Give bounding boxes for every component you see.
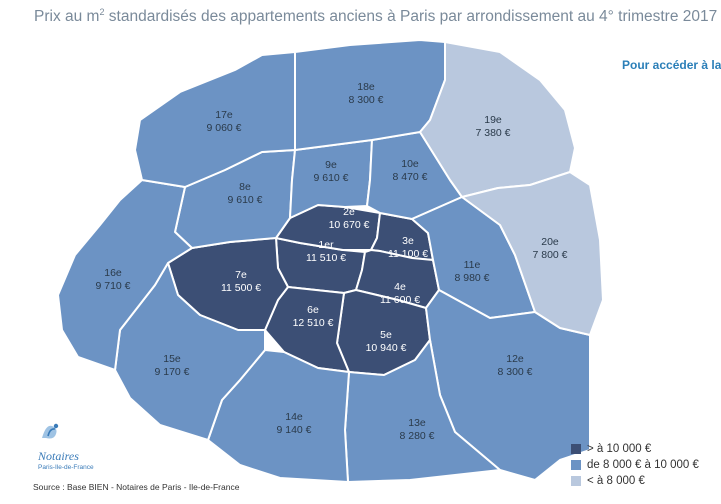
legend-swatch-dark <box>571 444 581 454</box>
arrondissement-20e <box>461 171 604 336</box>
logo-brand: Notaires <box>38 449 79 463</box>
legend: > à 10 000 € de 8 000 € à 10 000 € < à 8… <box>571 441 699 489</box>
title-superscript: 2 <box>99 7 105 17</box>
arrondissement-17e <box>134 51 296 188</box>
arrondissement-price-label: 10 940 € <box>366 342 407 354</box>
arrondissement-price-label: 8 300 € <box>497 366 532 378</box>
arrondissement-price-label: 12 510 € <box>293 317 334 329</box>
page-title: Prix au m2 standardisés des appartements… <box>34 7 717 26</box>
arrondissement-price-label: 10 670 € <box>329 219 370 231</box>
arrondissement-code-label: 15e <box>163 353 181 365</box>
arrondissement-code-label: 19e <box>484 114 502 126</box>
legend-swatch-medium <box>571 460 581 470</box>
source-note: Source : Base BIEN - Notaires de Paris -… <box>33 482 240 492</box>
arrondissement-price-label: 11 100 € <box>388 248 428 260</box>
legend-swatch-light <box>571 476 581 486</box>
arrondissement-price-label: 8 470 € <box>392 171 427 183</box>
legend-label: > à 10 000 € <box>587 443 652 455</box>
legend-label: de 8 000 € à 10 000 € <box>587 459 699 471</box>
arrondissement-16e <box>57 179 193 371</box>
arrondissement-price-label: 11 500 € <box>221 282 261 294</box>
arrondissement-price-label: 9 710 € <box>95 280 130 292</box>
arrondissement-code-label: 4e <box>394 281 406 293</box>
arrondissement-price-label: 8 300 € <box>348 94 383 106</box>
arrondissement-code-label: 2e <box>343 206 355 218</box>
arrondissement-code-label: 8e <box>239 181 251 193</box>
arrondissement-price-label: 7 800 € <box>532 249 567 261</box>
notaires-logo: Notaires Paris-Ile-de-France <box>38 420 98 471</box>
arrondissement-code-label: 11e <box>464 259 481 271</box>
arrondissement-code-label: 1er <box>318 239 334 251</box>
title-text: Prix au m <box>34 8 100 26</box>
access-link[interactable]: Pour accéder à la <box>622 58 721 72</box>
arrondissement-code-label: 20e <box>541 236 559 248</box>
arrondissement-code-label: 14e <box>285 411 303 423</box>
arrondissement-price-label: 9 060 € <box>206 122 241 134</box>
arrondissement-code-label: 16e <box>104 267 122 279</box>
arrondissement-code-label: 10e <box>401 158 419 170</box>
arrondissement-code-label: 7e <box>235 269 247 281</box>
arrondissement-price-label: 11 600 € <box>380 294 420 306</box>
arrondissement-code-label: 18e <box>357 81 375 93</box>
arrondissement-code-label: 17e <box>215 109 233 121</box>
arrondissement-price-label: 9 170 € <box>154 366 189 378</box>
arrondissement-price-label: 7 380 € <box>475 127 510 139</box>
notaires-logo-icon <box>42 423 59 439</box>
arrondissement-price-label: 8 980 € <box>454 272 489 284</box>
arrondissement-price-label: 8 280 € <box>399 430 434 442</box>
logo-subtitle: Paris-Ile-de-France <box>38 464 94 471</box>
arrondissement-price-label: 9 610 € <box>313 172 348 184</box>
legend-item: < à 8 000 € <box>571 473 699 489</box>
arrondissement-price-label: 9 140 € <box>276 424 311 436</box>
arrondissement-price-label: 9 610 € <box>227 194 262 206</box>
arrondissement-code-label: 3e <box>402 235 414 247</box>
arrondissement-code-label: 9e <box>325 159 337 171</box>
legend-item: > à 10 000 € <box>571 441 699 457</box>
arrondissement-code-label: 6e <box>307 304 319 316</box>
arrondissement-price-label: 11 510 € <box>306 252 346 264</box>
arrondissement-15e <box>114 262 266 441</box>
legend-item: de 8 000 € à 10 000 € <box>571 457 699 473</box>
arrondissement-code-label: 13e <box>408 417 426 429</box>
arrondissement-code-label: 12e <box>506 353 524 365</box>
arrondissement-code-label: 5e <box>380 329 392 341</box>
legend-label: < à 8 000 € <box>587 475 645 487</box>
title-rest: standardisés des appartements anciens à … <box>104 8 718 26</box>
